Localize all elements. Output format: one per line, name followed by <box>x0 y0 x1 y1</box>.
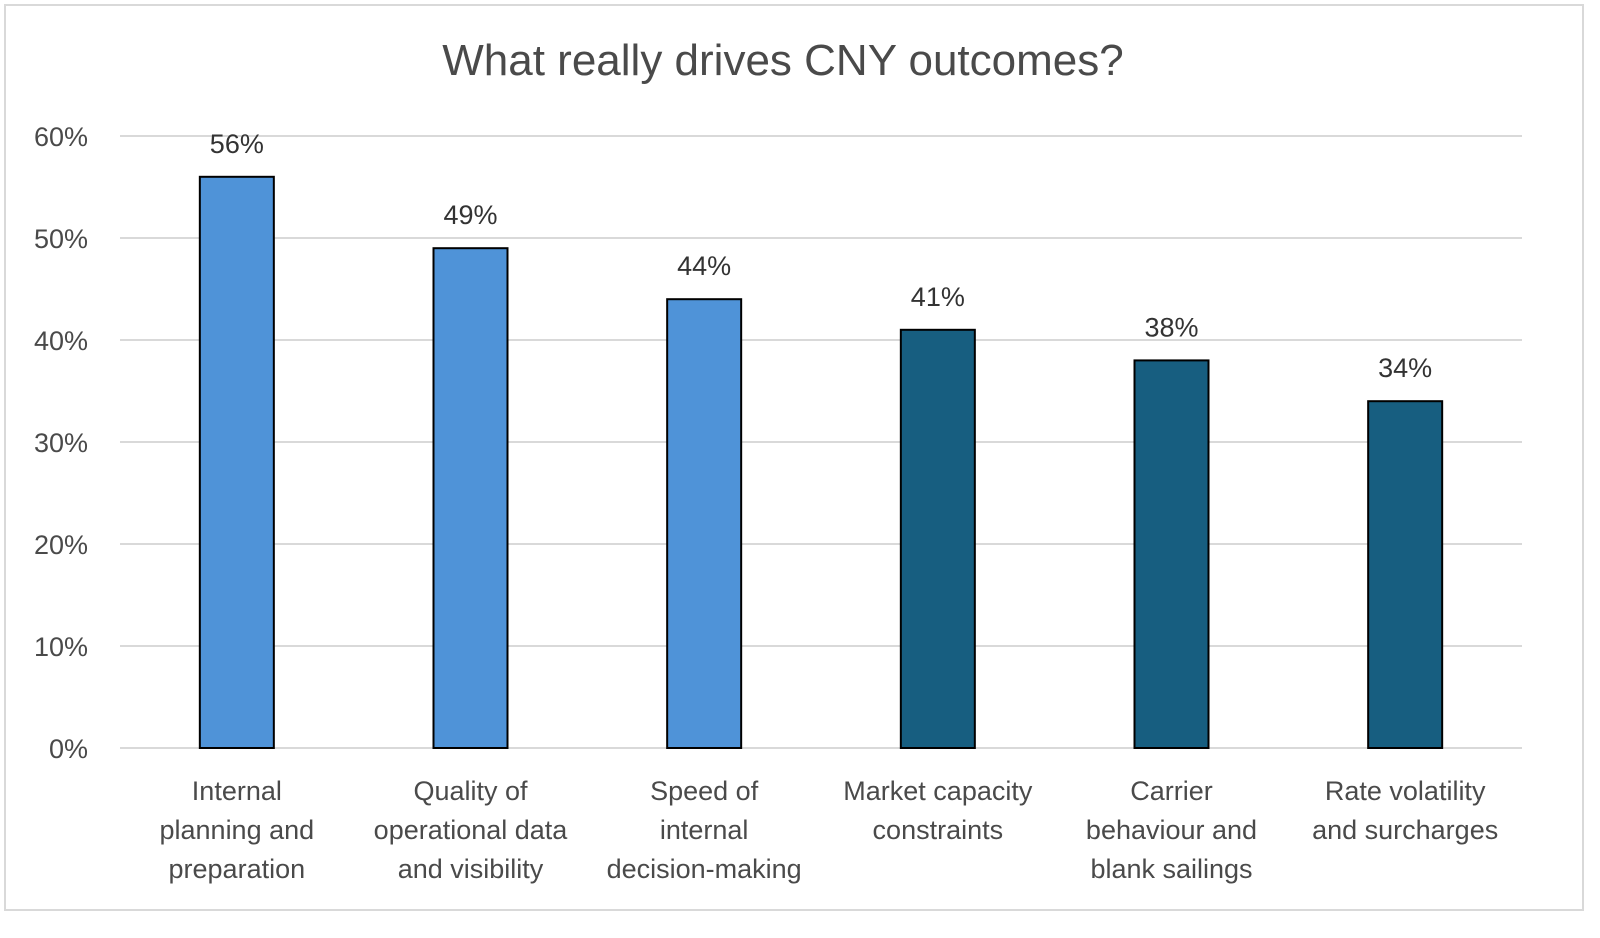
y-tick-label: 40% <box>34 326 88 356</box>
bar <box>432 247 509 749</box>
y-tick-label: 50% <box>34 224 88 254</box>
data-label: 41% <box>911 282 965 312</box>
bar <box>899 328 976 749</box>
x-tick-label: planning and <box>160 815 315 845</box>
x-tick-label: Quality of <box>413 776 528 806</box>
x-tick-label: operational data <box>374 815 569 845</box>
x-tick-label: internal <box>660 815 749 845</box>
data-label: 44% <box>677 251 731 281</box>
x-tick-label: Carrier <box>1130 776 1213 806</box>
x-tick-label: decision-making <box>607 854 802 884</box>
y-tick-label: 60% <box>34 122 88 152</box>
bar <box>198 175 275 750</box>
bar <box>1367 400 1444 749</box>
y-tick-label: 30% <box>34 428 88 458</box>
bar <box>666 298 743 749</box>
data-label: 49% <box>443 200 497 230</box>
x-tick-label: blank sailings <box>1090 854 1252 884</box>
x-tick-label: Market capacity <box>843 776 1033 806</box>
x-tick-label: Speed of <box>650 776 759 806</box>
bar <box>1133 359 1210 749</box>
data-label: 56% <box>210 129 264 159</box>
x-tick-label: behaviour and <box>1086 815 1257 845</box>
x-tick-label: and visibility <box>398 854 544 884</box>
y-tick-label: 10% <box>34 632 88 662</box>
x-tick-label: and surcharges <box>1312 815 1498 845</box>
y-tick-label: 0% <box>49 734 88 764</box>
data-label: 34% <box>1378 353 1432 383</box>
x-tick-label: Rate volatility <box>1325 776 1486 806</box>
x-tick-label: Internal <box>192 776 282 806</box>
x-tick-label: preparation <box>169 854 306 884</box>
chart-title: What really drives CNY outcomes? <box>442 36 1124 85</box>
y-tick-label: 20% <box>34 530 88 560</box>
data-label: 38% <box>1144 312 1198 342</box>
x-tick-label: constraints <box>873 815 1004 845</box>
